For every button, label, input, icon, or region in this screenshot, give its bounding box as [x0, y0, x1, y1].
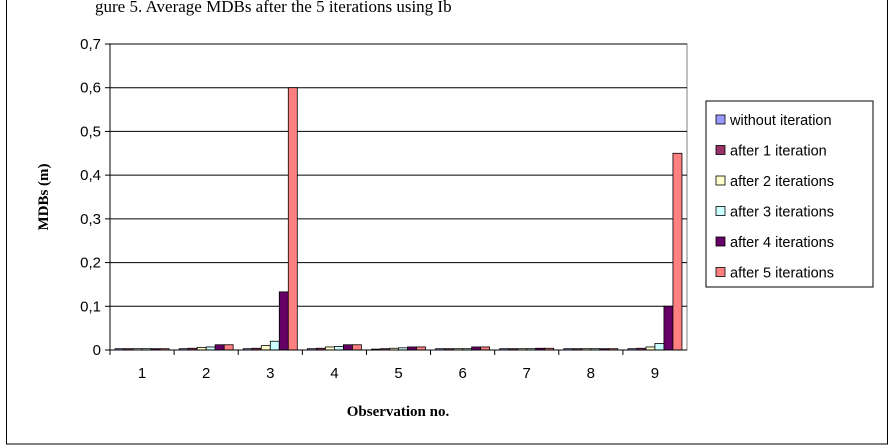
- x-tick-label: 6: [458, 365, 466, 382]
- x-tick-label: 4: [330, 365, 338, 382]
- legend-swatch: [715, 206, 726, 216]
- y-tick-label: 0,6: [80, 80, 101, 97]
- bar: [287, 87, 298, 351]
- y-tick-labels: 0 0,1 0,2 0,3 0,4 0,5 0,6 0,7: [80, 36, 110, 359]
- legend-swatch: [715, 114, 726, 125]
- bar: [351, 344, 362, 351]
- legend-swatch: [715, 175, 726, 186]
- legend: without iteration after 1 iteration after …: [705, 100, 874, 288]
- bar: [278, 291, 289, 351]
- x-tick-label: 1: [138, 365, 146, 382]
- legend-label: after 1 iteration: [730, 144, 827, 160]
- x-axis-title: Observation no.: [347, 404, 450, 420]
- bar: [672, 152, 683, 351]
- bar: [223, 344, 234, 351]
- legend-box: [705, 100, 874, 288]
- y-tick-label: 0,1: [80, 298, 101, 315]
- bar: [260, 345, 271, 351]
- y-tick-label: 0: [93, 342, 101, 359]
- y-tick-label: 0,3: [80, 211, 101, 228]
- plot-area: [109, 43, 688, 351]
- x-tick-label: 8: [587, 365, 595, 382]
- legend-label: without iteration: [729, 113, 832, 129]
- legend-swatch: [715, 267, 726, 277]
- x-tick-label: 7: [523, 365, 531, 382]
- bar: [342, 344, 353, 351]
- legend-label: after 4 iterations: [730, 235, 834, 251]
- caption-fragment: gure 5. Average MDBs after the 5 iterati…: [95, 0, 452, 16]
- x-tick-label: 9: [651, 365, 659, 382]
- x-tick-label: 3: [266, 365, 274, 382]
- x-tick-labels: 1 2 3 4 5 6 7 8 9: [109, 350, 659, 382]
- y-tick-label: 0,4: [80, 167, 101, 184]
- gridlines: [110, 43, 687, 307]
- x-tick-label: 5: [394, 365, 402, 382]
- bar: [654, 343, 665, 351]
- bar: [663, 305, 674, 351]
- bar: [214, 344, 225, 351]
- legend-label: after 5 iterations: [730, 266, 834, 282]
- y-axis-title: MDBs (m): [36, 163, 52, 230]
- bar: [333, 346, 344, 351]
- y-tick-label: 0,2: [80, 255, 101, 272]
- y-tick-label: 0,7: [80, 36, 101, 53]
- legend-label: after 3 iterations: [730, 205, 834, 221]
- y-tick-label: 0,5: [80, 123, 101, 140]
- bar: [269, 340, 280, 351]
- legend-swatch: [715, 236, 726, 247]
- legend-swatch: [715, 145, 726, 155]
- legend-label: after 2 iterations: [730, 174, 834, 190]
- x-tick-label: 2: [202, 365, 210, 382]
